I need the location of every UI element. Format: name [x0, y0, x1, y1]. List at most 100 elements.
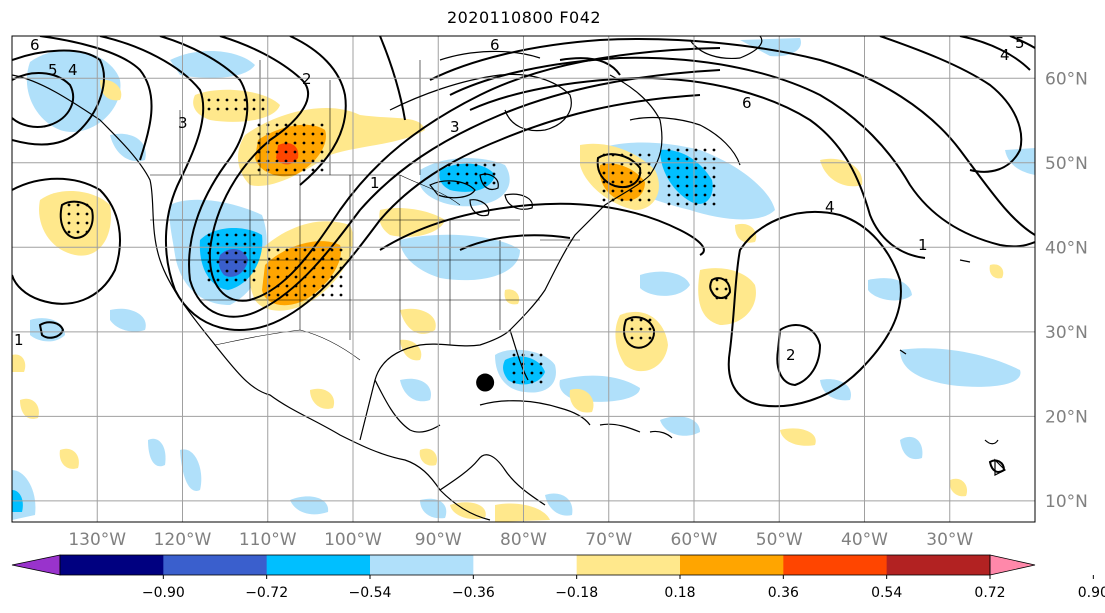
colorbar-tick-label: −0.90	[142, 585, 185, 601]
map-title: 2020110800 F042	[446, 8, 602, 27]
stipple-dot	[648, 327, 652, 331]
stipple-dot	[252, 251, 256, 255]
stipple-dot	[611, 180, 615, 184]
stipple-dot	[602, 171, 606, 175]
colorbar-tick-label: −0.72	[245, 585, 288, 601]
longitude-tick-label: 70°W	[585, 530, 632, 550]
contour-label: 1	[918, 236, 928, 254]
stipple-dot	[234, 278, 238, 282]
stipple-dot	[667, 175, 671, 179]
stipple-dot	[492, 172, 496, 176]
colorbar-frame	[59, 554, 991, 576]
stipple-dot	[512, 353, 516, 357]
stipple-dot	[216, 251, 220, 255]
stipple-dot	[275, 168, 279, 172]
stipple-dot	[629, 180, 633, 184]
stipple-dot	[530, 362, 534, 366]
stipple-dot	[302, 168, 306, 172]
stipple-dot	[234, 107, 238, 111]
stipple-dot	[330, 248, 334, 252]
contour-label: 3	[450, 118, 460, 136]
stipple-dot	[243, 98, 247, 102]
stipple-dot	[339, 248, 343, 252]
stipple-dot	[216, 98, 220, 102]
colorbar-bin	[886, 555, 991, 575]
stipple-dot	[620, 180, 624, 184]
stipple-dot	[667, 166, 671, 170]
stipple-dot	[320, 141, 324, 145]
stipple-dot	[602, 198, 606, 202]
stipple-dot	[492, 181, 496, 185]
stipple-dot	[293, 168, 297, 172]
stipple-dot	[629, 162, 633, 166]
stipple-dot	[243, 242, 247, 246]
stipple-dot	[667, 184, 671, 188]
stipple-dot	[639, 318, 643, 322]
stipple-dot	[611, 162, 615, 166]
colorbar-extend-low	[11, 554, 61, 576]
stipple-dot	[647, 153, 651, 157]
stipple-dot	[330, 284, 334, 288]
stipple-dot	[267, 284, 271, 288]
stipple-dot	[311, 168, 315, 172]
stipple-dot	[302, 132, 306, 136]
stipple-dot	[321, 248, 325, 252]
stipple-dot	[715, 278, 719, 282]
colorbar-tick-label: 0.36	[768, 585, 799, 601]
stipple-dot	[712, 175, 716, 179]
colorbar-bin	[370, 555, 474, 575]
stipple-dot	[667, 157, 671, 161]
stipple-dot	[293, 159, 297, 163]
stipple-dot	[267, 275, 271, 279]
colorbar-tick-label: −0.36	[452, 585, 495, 601]
colorbar-tick-label: 0.18	[664, 585, 695, 601]
stipple-dot	[225, 242, 229, 246]
stipple-dot	[676, 202, 680, 206]
contour-label: 5	[48, 61, 58, 79]
stipple-dot	[275, 150, 279, 154]
contour-label: 2	[786, 346, 796, 364]
stipple-dot	[285, 284, 289, 288]
stipple-dot	[285, 248, 289, 252]
stipple-dot	[530, 371, 534, 375]
stipple-dot	[261, 107, 265, 111]
stipple-dot	[312, 284, 316, 288]
stipple-dot	[676, 193, 680, 197]
stipple-dot	[492, 163, 496, 167]
stipple-dot	[638, 162, 642, 166]
stipple-dot	[685, 184, 689, 188]
stipple-dot	[685, 148, 689, 152]
colorbar-bin	[783, 555, 888, 575]
contour-label: 2	[302, 70, 312, 88]
stipple-dot	[243, 251, 247, 255]
stipple-dot	[629, 189, 633, 193]
stipple-dot	[207, 269, 211, 273]
longitude-tick-label: 30°W	[926, 530, 973, 550]
stipple-dot	[639, 336, 643, 340]
stipple-dot	[712, 166, 716, 170]
stipple-dot	[294, 248, 298, 252]
stipple-dot	[234, 260, 238, 264]
stipple-dot	[539, 362, 543, 366]
stipple-dot	[483, 163, 487, 167]
longitude-tick-label: 50°W	[756, 530, 803, 550]
stipple-dot	[252, 269, 256, 273]
stipple-dot	[483, 181, 487, 185]
stipple-dot	[225, 269, 229, 273]
stipple-dot	[703, 202, 707, 206]
stipple-dot	[284, 123, 288, 127]
colorbar-bin	[60, 555, 164, 575]
stipple-dot	[465, 163, 469, 167]
contour-label-group: 6 5 4 2 3 3 6 6 5 4 1 4 1 2 1	[14, 36, 1025, 364]
stipple-dot	[676, 184, 680, 188]
stipple-dot	[630, 336, 634, 340]
stipple-dot	[303, 248, 307, 252]
stipple-dot	[320, 168, 324, 172]
stipple-dot	[474, 181, 478, 185]
contour-label: 1	[14, 331, 24, 349]
stipple-dot	[303, 293, 307, 297]
stipple-dot	[694, 184, 698, 188]
stipple-dot	[712, 148, 716, 152]
stipple-dot	[225, 98, 229, 102]
stipple-dot	[456, 163, 460, 167]
